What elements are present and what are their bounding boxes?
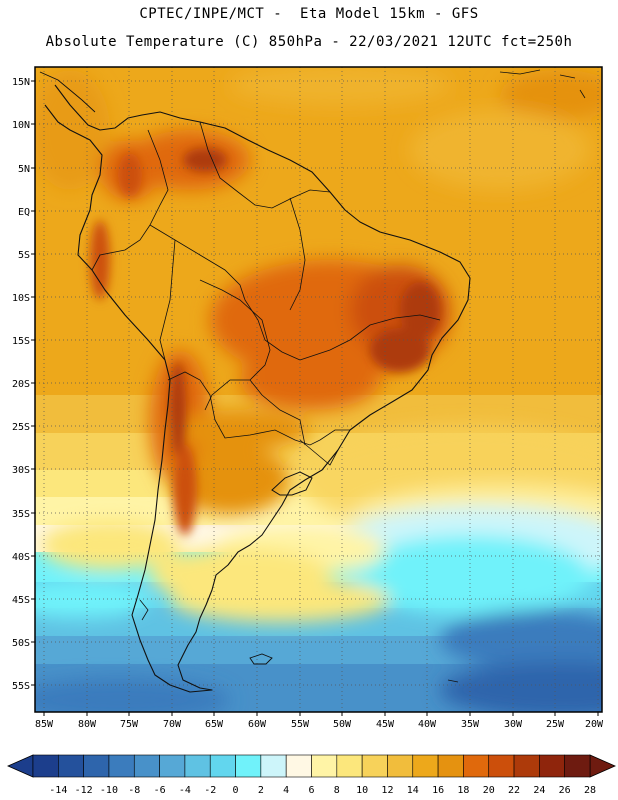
lon-label: 45W <box>376 719 395 730</box>
map-title: CPTEC/INPE/MCT - Eta Model 15km - GFS <box>139 6 479 22</box>
lon-label: 75W <box>120 719 139 730</box>
lon-label: 55W <box>291 719 310 730</box>
colorbar-max-arrow <box>589 754 616 778</box>
lat-label: 15N <box>12 77 30 88</box>
colorbar-label: 20 <box>483 785 495 796</box>
south-america-coastline <box>44 84 471 693</box>
lon-label: 40W <box>418 719 437 730</box>
colorbar-label: -12 <box>75 785 93 796</box>
lat-label: 10N <box>12 120 30 131</box>
colorbar: -14 -12 -10 -8 -6 -4 -2 0 2 4 6 8 10 12 14 16 18 20 22 24 26… <box>7 754 616 796</box>
colorbar-label: 8 <box>334 785 340 796</box>
lat-label: 45S <box>12 595 30 606</box>
lat-label: 55S <box>12 681 30 692</box>
lon-label: 25W <box>546 719 565 730</box>
colorbar-swatch <box>387 754 414 778</box>
colorbar-label: -10 <box>100 785 118 796</box>
lat-label: 25S <box>12 422 30 433</box>
colorbar-label: -14 <box>49 785 67 796</box>
colorbar-swatch <box>488 754 515 778</box>
colorbar-label: -6 <box>154 785 166 796</box>
colorbar-min-arrow <box>7 754 34 778</box>
colorbar-swatch <box>235 754 262 778</box>
lon-label: 60W <box>248 719 267 730</box>
colorbar-swatch <box>108 754 135 778</box>
colorbar-swatch <box>437 754 464 778</box>
temperature-field <box>35 67 602 712</box>
colorbar-swatch <box>209 754 236 778</box>
colorbar-label: 4 <box>283 785 289 796</box>
colorbar-label: 12 <box>381 785 393 796</box>
lat-label: 5N <box>18 164 30 175</box>
map-subtitle: Absolute Temperature (C) 850hPa - 22/03/… <box>45 34 573 50</box>
lat-label: 10S <box>12 293 30 304</box>
lon-label: 80W <box>78 719 97 730</box>
colorbar-label: 0 <box>233 785 239 796</box>
lon-label: 85W <box>35 719 54 730</box>
map-frame <box>34 66 603 713</box>
colorbar-swatch <box>412 754 439 778</box>
colorbar-label: 6 <box>308 785 314 796</box>
colorbar-swatch <box>133 754 160 778</box>
graticule <box>35 67 602 712</box>
lat-label: 20S <box>12 379 30 390</box>
country-borders <box>91 121 441 466</box>
colorbar-swatch <box>260 754 287 778</box>
colorbar-swatch <box>58 754 84 778</box>
colorbar-swatch <box>463 754 490 778</box>
colorbar-swatch <box>361 754 388 778</box>
colorbar-label: 2 <box>258 785 264 796</box>
colorbar-swatch <box>513 754 540 778</box>
lon-label: 65W <box>205 719 224 730</box>
colorbar-label: 24 <box>533 785 545 796</box>
colorbar-label: -2 <box>204 785 216 796</box>
lat-label: EQ <box>18 207 30 218</box>
lon-label: 70W <box>163 719 182 730</box>
colorbar-label: -4 <box>179 785 191 796</box>
lon-label: 30W <box>504 719 523 730</box>
colorbar-label: 26 <box>559 785 571 796</box>
lat-label: 35S <box>12 509 30 520</box>
colorbar-swatch <box>32 754 59 778</box>
colorbar-label: 10 <box>356 785 368 796</box>
colorbar-swatch <box>311 754 338 778</box>
colorbar-swatch <box>336 754 363 778</box>
colorbar-swatch <box>539 754 565 778</box>
colorbar-swatch <box>564 754 591 778</box>
colorbar-label: -8 <box>128 785 140 796</box>
lon-label: 35W <box>461 719 480 730</box>
lon-label: 50W <box>333 719 352 730</box>
colorbar-label: 14 <box>407 785 419 796</box>
lat-label: 40S <box>12 552 30 563</box>
colorbar-label: 18 <box>457 785 469 796</box>
lon-label: 20W <box>585 719 604 730</box>
colorbar-swatch <box>83 754 110 778</box>
colorbar-label: 16 <box>432 785 444 796</box>
lat-label: 50S <box>12 638 30 649</box>
lat-label: 30S <box>12 465 30 476</box>
lat-label: 15S <box>12 336 30 347</box>
colorbar-swatch <box>285 754 312 778</box>
colorbar-swatch <box>184 754 211 778</box>
colorbar-swatch <box>159 754 186 778</box>
colorbar-label: 22 <box>508 785 520 796</box>
lat-label: 5S <box>18 250 30 261</box>
colorbar-label: 28 <box>584 785 596 796</box>
